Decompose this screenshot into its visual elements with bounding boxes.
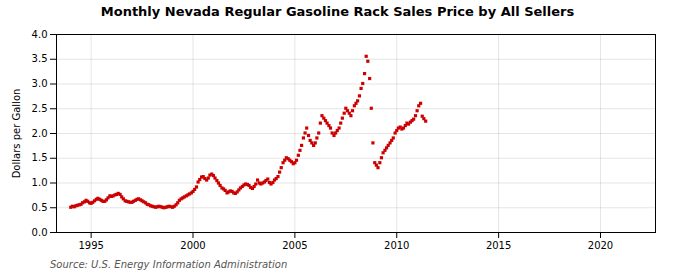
svg-text:2.0: 2.0 xyxy=(32,128,48,139)
svg-text:2005: 2005 xyxy=(282,240,307,251)
svg-text:3.5: 3.5 xyxy=(32,53,48,64)
svg-text:2.5: 2.5 xyxy=(32,103,48,114)
svg-text:0.5: 0.5 xyxy=(32,202,48,213)
svg-text:1.0: 1.0 xyxy=(32,177,48,188)
svg-text:3.0: 3.0 xyxy=(32,78,48,89)
svg-text:2010: 2010 xyxy=(384,240,409,251)
svg-text:2015: 2015 xyxy=(486,240,511,251)
svg-text:1.5: 1.5 xyxy=(32,152,48,163)
html-text:Monthly Nevada Regular Gasolin: Monthly Nevada Regular Gasoline Rack Sal… xyxy=(100,4,575,19)
html-text:Source: U.S. Energy Informatio: Source: U.S. Energy Information Administ… xyxy=(50,259,288,270)
svg-text:1995: 1995 xyxy=(78,240,103,251)
svg-text:0.0: 0.0 xyxy=(32,227,48,238)
svg-text:Dollars per Gallon: Dollars per Gallon xyxy=(11,89,22,179)
svg-text:4.0: 4.0 xyxy=(32,29,48,40)
svg-text:2000: 2000 xyxy=(180,240,205,251)
svg-text:2020: 2020 xyxy=(588,240,613,251)
